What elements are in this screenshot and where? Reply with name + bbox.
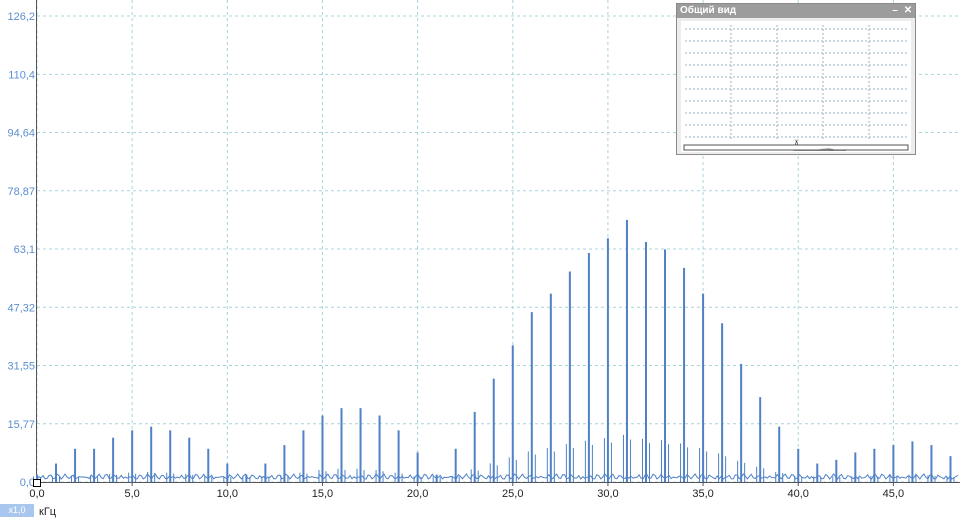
x-tick-label: 10,0 (217, 488, 238, 500)
y-tick-label: 31,55 (7, 361, 35, 373)
y-tick-label: 0,0 (20, 477, 35, 489)
y-tick-label: 47,32 (7, 302, 35, 314)
x-axis-unit-label: кГц (39, 506, 57, 518)
x-tick-label: 0,0 (29, 488, 44, 500)
x-tick-label: 45,0 (883, 488, 904, 500)
overview-thumbnail[interactable]: ⊼ (681, 21, 911, 152)
minimize-icon[interactable]: – (892, 5, 898, 16)
overview-title-bar[interactable]: Общий вид – ✕ (677, 4, 915, 18)
y-tick-label: 94,64 (7, 128, 35, 140)
x-tick-label: 40,0 (788, 488, 809, 500)
y-tick-label: 78,87 (7, 186, 35, 198)
x-tick-label: 15,0 (312, 488, 333, 500)
y-tick-label: 63,1 (14, 244, 35, 256)
close-icon[interactable]: ✕ (903, 5, 913, 16)
overview-title: Общий вид (680, 5, 737, 16)
x-tick-label: 30,0 (597, 488, 618, 500)
y-tick-label: 15,77 (7, 419, 35, 431)
overview-window[interactable]: Общий вид – ✕ ⊼ (676, 3, 916, 155)
zoom-badge[interactable]: x1,0 (0, 504, 34, 517)
y-tick-label: 126,2 (7, 11, 35, 23)
x-tick-label: 35,0 (692, 488, 713, 500)
overview-marker: ⊼ (794, 139, 799, 147)
x-tick-label: 20,0 (407, 488, 428, 500)
y-tick-label: 110,4 (8, 69, 35, 81)
x-tick-label: 5,0 (125, 488, 140, 500)
x-tick-label: 25,0 (502, 488, 523, 500)
origin-marker[interactable] (33, 479, 41, 487)
